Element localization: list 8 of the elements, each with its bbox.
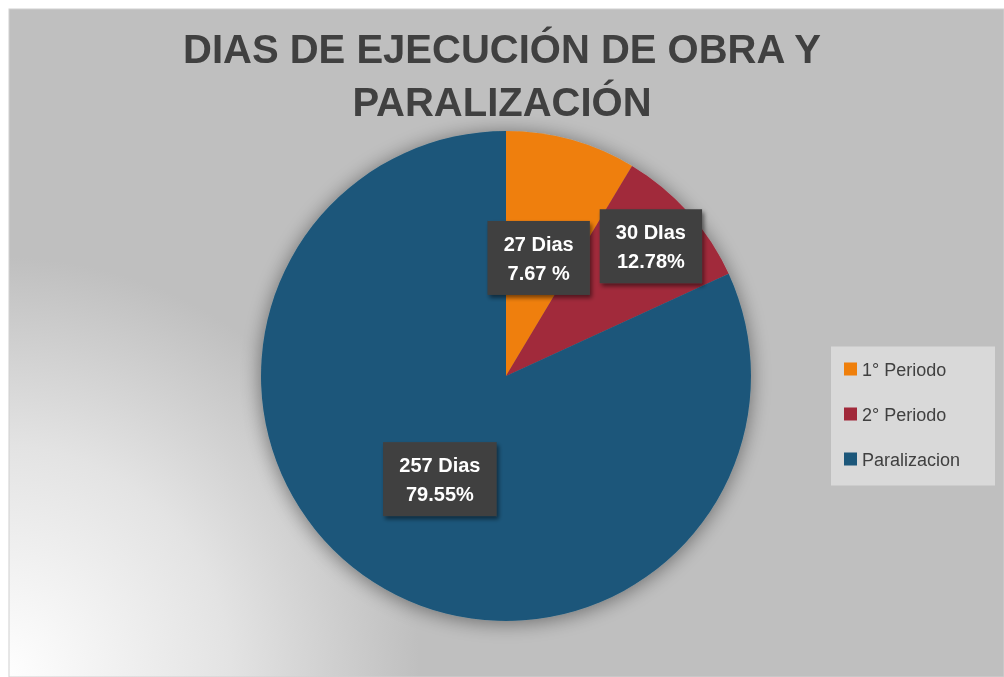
chart-title: DIAS DE EJECUCIÓN DE OBRA Y PARALIZACIÓN <box>183 26 822 124</box>
data-label: 27 Dias 7.67 % <box>503 232 574 284</box>
legend-label: 2° Periodo <box>862 404 947 425</box>
pie-slice <box>261 131 751 621</box>
data-label: 257 Dias 79.55% <box>399 453 481 505</box>
legend-label: Paralizacion <box>862 449 961 470</box>
legend-label: 1° Periodo <box>862 359 947 380</box>
data-label: 30 DIas 12.78% <box>615 220 686 272</box>
